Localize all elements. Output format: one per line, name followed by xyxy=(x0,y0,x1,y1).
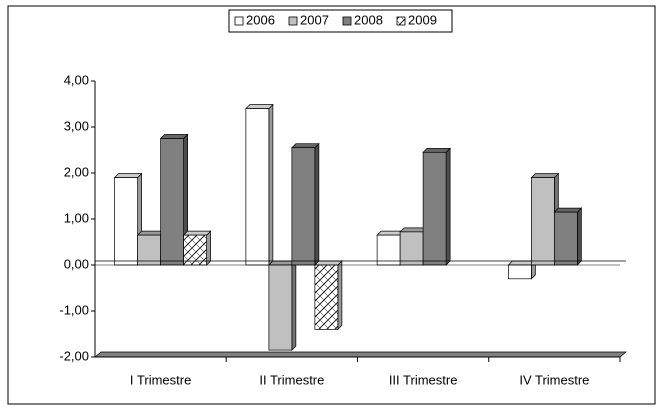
y-tick-label: 4,00 xyxy=(64,72,89,87)
bar-top xyxy=(291,143,320,149)
y-tick-label: 3,00 xyxy=(64,118,89,133)
legend-swatch xyxy=(288,16,298,26)
legend-label: 2006 xyxy=(246,12,275,27)
legend-swatch xyxy=(234,16,244,26)
bar xyxy=(160,138,184,266)
bar xyxy=(554,211,578,266)
x-tick-label: I Trimestre xyxy=(130,372,191,387)
bar-top xyxy=(422,147,451,153)
bar-top xyxy=(182,230,212,236)
legend-label: 2007 xyxy=(300,12,329,27)
y-tick-label: 0,00 xyxy=(64,256,89,271)
bar-top xyxy=(159,134,189,139)
y-tick-label: 2,00 xyxy=(64,164,89,179)
bar xyxy=(422,151,447,266)
legend-label: 2008 xyxy=(354,12,383,27)
y-tick-label: -1,00 xyxy=(59,302,89,317)
bar-top xyxy=(245,104,274,109)
bar-top xyxy=(530,173,560,178)
bar-side xyxy=(268,103,274,266)
bar-top xyxy=(553,207,583,213)
legend-swatch xyxy=(342,16,352,26)
bar-side xyxy=(206,230,211,266)
x-tick-label: III Trimestre xyxy=(389,372,458,387)
bar-side xyxy=(577,207,582,266)
bar-side xyxy=(314,142,320,266)
bar-top xyxy=(113,173,143,178)
bar xyxy=(399,231,424,266)
legend-label: 2009 xyxy=(408,12,437,27)
bar-side xyxy=(445,147,451,266)
bar xyxy=(114,177,138,266)
bar-side xyxy=(337,260,343,331)
x-tick-label: IV Trimestre xyxy=(519,372,589,387)
bar-side xyxy=(291,260,297,351)
legend-swatch xyxy=(396,16,406,26)
bar xyxy=(376,234,401,266)
bar xyxy=(508,264,532,280)
x-tick-label: II Trimestre xyxy=(259,372,324,387)
bar xyxy=(137,234,161,266)
y-tick-label: -2,00 xyxy=(59,348,89,363)
bar xyxy=(245,108,270,266)
floor xyxy=(94,351,627,358)
bar xyxy=(314,264,339,330)
bar xyxy=(291,147,316,266)
bar xyxy=(531,177,555,266)
bar xyxy=(268,264,293,351)
legend-box xyxy=(228,9,453,33)
bar-top xyxy=(314,260,343,266)
y-tick-label: 1,00 xyxy=(64,210,89,225)
bar xyxy=(183,234,207,266)
